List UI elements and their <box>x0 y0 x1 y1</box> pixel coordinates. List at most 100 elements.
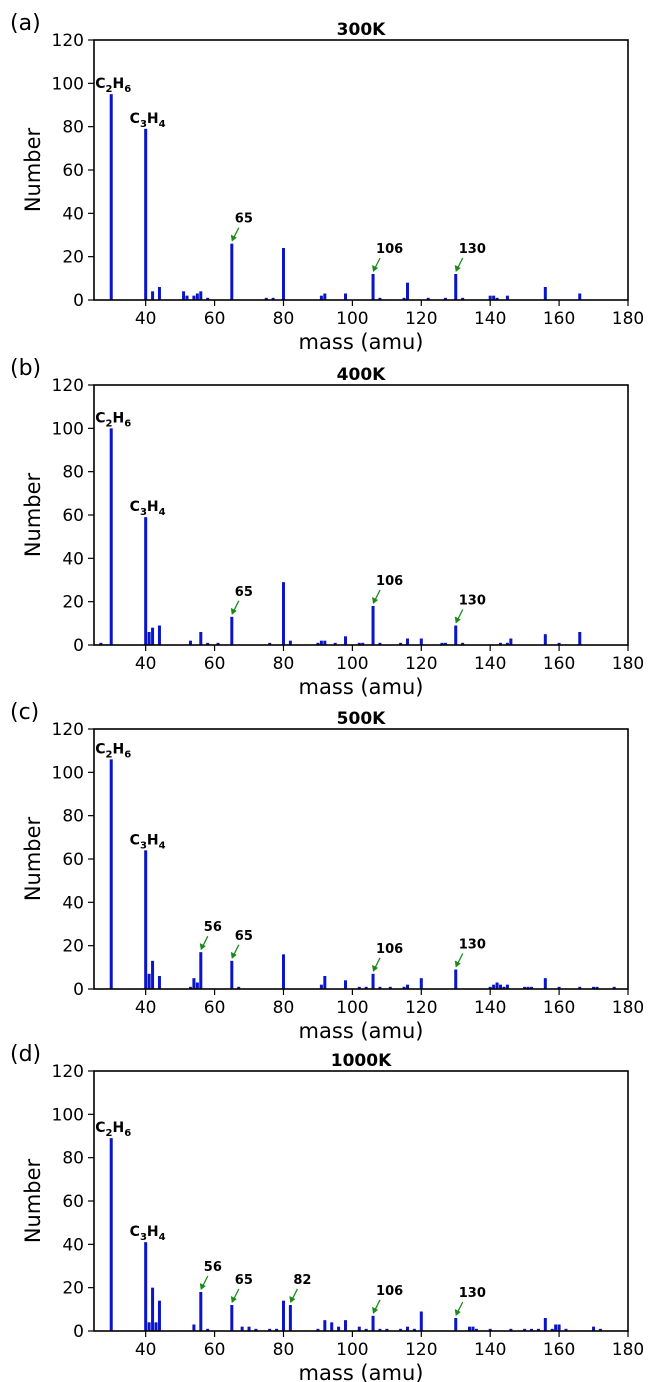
bar-mass-102 <box>357 986 361 989</box>
bar-mass-67 <box>237 986 241 989</box>
species-element: H <box>147 1224 159 1240</box>
x-tick-label: 60 <box>204 309 226 329</box>
y-tick-label: 120 <box>52 720 84 740</box>
bar-mass-126 <box>440 642 444 645</box>
bar-mass-130 <box>454 1318 458 1331</box>
bar-mass-143 <box>499 642 503 645</box>
bar-mass-140 <box>488 295 492 300</box>
annotation-arrowhead <box>372 1306 379 1314</box>
bar-mass-136 <box>474 1328 478 1331</box>
bar-mass-40 <box>144 517 148 645</box>
x-axis-label: mass (amu) <box>299 1361 424 1382</box>
bar-mass-41 <box>147 973 151 989</box>
species-element: C <box>130 499 140 515</box>
bar-mass-145 <box>505 295 509 300</box>
y-axis-label: Number <box>21 127 45 212</box>
bar-mass-130 <box>454 625 458 645</box>
x-tick-label: 100 <box>336 998 368 1018</box>
species-subscript: 2 <box>106 84 113 95</box>
bar-mass-92 <box>323 640 327 645</box>
y-tick-label: 80 <box>62 118 84 138</box>
y-tick-label: 20 <box>62 593 84 613</box>
y-tick-label: 0 <box>73 636 84 656</box>
bar-mass-72 <box>254 1328 258 1331</box>
bar-mass-135 <box>471 1326 475 1331</box>
bar-mass-130 <box>454 274 458 300</box>
species-subscript: 2 <box>106 749 113 760</box>
species-subscript: 6 <box>124 749 131 760</box>
x-axis-label: mass (amu) <box>299 675 424 699</box>
species-element: H <box>147 111 159 127</box>
species-element: H <box>147 832 159 848</box>
species-element: H <box>112 410 124 426</box>
x-tick-label: 120 <box>405 654 437 674</box>
bar-mass-152 <box>530 986 534 989</box>
bar-mass-106 <box>371 973 375 989</box>
x-tick-label: 80 <box>273 654 295 674</box>
bar-mass-170 <box>592 986 596 989</box>
y-tick-label: 20 <box>62 1279 84 1299</box>
annotation-arrowhead <box>454 265 461 272</box>
y-tick-label: 60 <box>62 161 84 181</box>
annotation-label: 65 <box>235 1273 253 1288</box>
bar-mass-80 <box>281 954 285 989</box>
y-tick-label: 80 <box>62 807 84 827</box>
panel-4: (d) 1000K 40 60 80 100 120 140 160 180 0 20 40 60 80 10… <box>10 1042 644 1382</box>
bar-mass-68 <box>240 1326 244 1331</box>
bar-mass-76 <box>268 1328 272 1331</box>
y-tick-label: 120 <box>52 376 84 396</box>
bar-mass-76 <box>268 642 272 645</box>
bar-mass-150 <box>523 1328 527 1331</box>
annotation-label: 106 <box>376 574 403 589</box>
bar-mass-115 <box>402 986 406 989</box>
plot-frame <box>93 728 629 990</box>
bar-mass-30 <box>109 428 113 645</box>
y-axis-label: Number <box>21 816 45 901</box>
y-tick-label: 40 <box>62 893 84 913</box>
annotation-arrowhead <box>230 1296 237 1303</box>
y-tick-label: 0 <box>73 291 84 311</box>
species-label: C3H4 <box>130 499 166 518</box>
bar-mass-90 <box>316 642 320 645</box>
x-tick-label: 60 <box>204 998 226 1018</box>
bar-mass-156 <box>543 978 547 989</box>
x-tick-label: 120 <box>405 998 437 1018</box>
species-element: H <box>147 499 159 515</box>
bar-mass-140 <box>488 1328 492 1331</box>
x-tick-label: 140 <box>474 309 506 329</box>
bar-mass-92 <box>323 976 327 989</box>
species-subscript: 4 <box>159 840 166 851</box>
bar-mass-118 <box>412 1328 416 1331</box>
x-tick-label: 160 <box>543 309 575 329</box>
bar-mass-56 <box>199 632 203 645</box>
species-element: C <box>95 1120 105 1136</box>
bar-mass-111 <box>388 986 392 989</box>
annotation-label: 106 <box>376 1284 403 1299</box>
bar-mass-65 <box>230 960 234 989</box>
y-tick-label: 20 <box>62 937 84 957</box>
species-subscript: 6 <box>124 1128 131 1139</box>
bar-mass-30 <box>109 1138 113 1331</box>
bar-mass-92 <box>323 1320 327 1331</box>
x-tick-label: 160 <box>543 998 575 1018</box>
species-element: H <box>112 1120 124 1136</box>
bar-mass-172 <box>598 1328 602 1331</box>
x-tick-label: 120 <box>405 309 437 329</box>
bar-mass-77 <box>271 297 275 300</box>
annotation-label: 65 <box>235 212 253 227</box>
bar-mass-141 <box>492 295 496 300</box>
species-element: C <box>130 832 140 848</box>
bar-mass-120 <box>419 978 423 989</box>
species-element: H <box>112 76 124 92</box>
bar-mass-98 <box>343 293 347 300</box>
x-tick-label: 180 <box>612 309 644 329</box>
y-tick-label: 100 <box>52 74 84 94</box>
bar-mass-58 <box>206 1328 210 1331</box>
annotation-arrowhead <box>372 265 379 272</box>
bar-mass-106 <box>371 274 375 300</box>
bar-mass-127 <box>443 297 447 300</box>
bar-mass-54 <box>192 1324 196 1331</box>
bar-mass-122 <box>426 297 430 300</box>
x-tick-label: 180 <box>612 1340 644 1360</box>
x-tick-label: 180 <box>612 654 644 674</box>
